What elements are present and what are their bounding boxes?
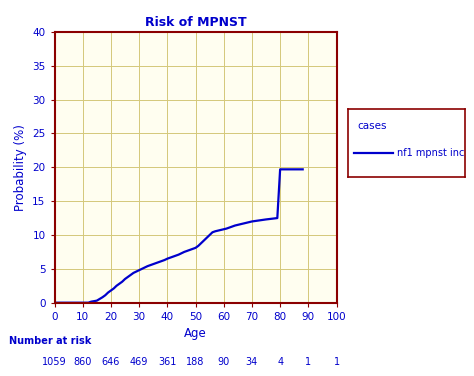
X-axis label: Age: Age	[184, 327, 207, 340]
Text: 188: 188	[186, 357, 205, 367]
Text: cases: cases	[358, 121, 387, 131]
Text: 646: 646	[102, 357, 120, 367]
Text: 1059: 1059	[42, 357, 67, 367]
Text: 361: 361	[158, 357, 176, 367]
Text: 1: 1	[305, 357, 311, 367]
Text: 860: 860	[73, 357, 92, 367]
Text: 469: 469	[130, 357, 148, 367]
Text: 4: 4	[277, 357, 283, 367]
Text: 34: 34	[246, 357, 258, 367]
Title: Risk of MPNST: Risk of MPNST	[145, 17, 246, 29]
Text: nf1 mpnst inc: nf1 mpnst inc	[397, 148, 465, 158]
Text: Number at risk: Number at risk	[9, 336, 92, 346]
Text: 1: 1	[334, 357, 339, 367]
Text: 90: 90	[218, 357, 230, 367]
Y-axis label: Probability (%): Probability (%)	[14, 124, 27, 211]
